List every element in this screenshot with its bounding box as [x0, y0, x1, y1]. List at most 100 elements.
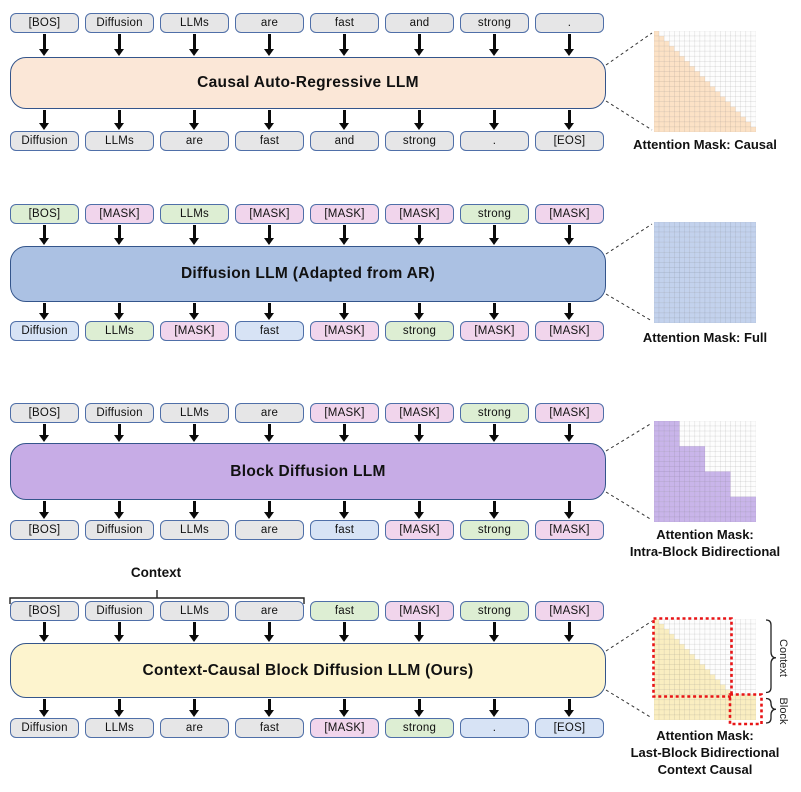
flow-arrow-icon: [39, 303, 50, 320]
arrow-shaft: [193, 225, 196, 239]
box-to-mask-connector: [605, 491, 653, 521]
arrow-head: [414, 49, 424, 56]
arrow-shaft: [493, 424, 496, 436]
output-token: [MASK]: [535, 321, 604, 341]
output-token: are: [235, 520, 304, 540]
arrow-head: [39, 49, 49, 56]
model-box-causal-ar: Causal Auto-Regressive LLM: [10, 57, 606, 109]
flow-arrow-icon: [489, 110, 500, 130]
flow-arrow-icon: [339, 110, 350, 130]
arrow-shaft: [343, 424, 346, 436]
arrow-head: [489, 512, 499, 519]
mask-caption: Attention Mask: Causal: [595, 136, 801, 153]
output-token: LLMs: [85, 131, 154, 151]
input-token: fast: [310, 13, 379, 33]
model-box-diffusion-llm: Diffusion LLM (Adapted from AR): [10, 246, 606, 302]
arrow-head: [564, 710, 574, 717]
arrow-shaft: [193, 622, 196, 636]
arrow-head: [564, 435, 574, 442]
input-token: [MASK]: [385, 403, 454, 423]
flow-arrow-icon: [264, 622, 275, 642]
arrow-shaft: [43, 303, 46, 314]
input-token: [MASK]: [235, 204, 304, 224]
flow-arrow-icon: [264, 424, 275, 442]
flow-arrow-icon: [489, 225, 500, 245]
arrow-head: [189, 313, 199, 320]
flow-arrow-icon: [564, 622, 575, 642]
flow-arrow-icon: [189, 110, 200, 130]
arrow-shaft: [268, 110, 271, 124]
mask-caption-line: Attention Mask:: [656, 728, 754, 743]
output-token: [BOS]: [10, 520, 79, 540]
flow-arrow-icon: [189, 501, 200, 519]
output-token: Diffusion: [10, 718, 79, 738]
arrow-head: [339, 49, 349, 56]
flow-arrow-icon: [564, 110, 575, 130]
arrow-shaft: [418, 303, 421, 314]
arrow-head: [414, 635, 424, 642]
mask-caption-line: Attention Mask: Full: [642, 330, 768, 345]
input-token: strong: [460, 204, 529, 224]
arrow-shaft: [493, 699, 496, 711]
output-token: [MASK]: [310, 321, 379, 341]
arrow-shaft: [343, 110, 346, 124]
arrow-shaft: [118, 303, 121, 314]
output-token: fast: [235, 718, 304, 738]
input-token: [BOS]: [10, 601, 79, 621]
flow-arrow-icon: [189, 424, 200, 442]
arrow-shaft: [418, 501, 421, 513]
input-token: are: [235, 601, 304, 621]
mask-caption-line: Last-Block Bidirectional: [630, 745, 780, 760]
flow-arrow-icon: [39, 501, 50, 519]
mask-block-rows-label: Block: [777, 697, 789, 725]
arrow-head: [114, 435, 124, 442]
box-to-mask-connector: [605, 689, 653, 719]
input-token: LLMs: [160, 13, 229, 33]
arrow-shaft: [493, 110, 496, 124]
arrow-head: [339, 710, 349, 717]
flow-arrow-icon: [339, 225, 350, 245]
input-token: [MASK]: [535, 403, 604, 423]
input-token: [MASK]: [310, 403, 379, 423]
flow-arrow-icon: [189, 34, 200, 56]
arrow-shaft: [568, 622, 571, 636]
input-token: [BOS]: [10, 204, 79, 224]
arrow-shaft: [193, 501, 196, 513]
arrow-head: [39, 238, 49, 245]
model-label: Diffusion LLM (Adapted from AR): [180, 265, 436, 282]
output-token: [MASK]: [535, 520, 604, 540]
arrow-shaft: [43, 699, 46, 711]
arrow-head: [414, 435, 424, 442]
flow-arrow-icon: [489, 622, 500, 642]
arrow-head: [39, 313, 49, 320]
arrow-shaft: [118, 110, 121, 124]
flow-arrow-icon: [339, 303, 350, 320]
arrow-shaft: [43, 501, 46, 513]
input-token: and: [385, 13, 454, 33]
arrow-head: [414, 123, 424, 130]
arrow-head: [339, 238, 349, 245]
arrow-head: [339, 635, 349, 642]
flow-arrow-icon: [489, 34, 500, 56]
flow-arrow-icon: [489, 699, 500, 717]
output-token: and: [310, 131, 379, 151]
flow-arrow-icon: [414, 501, 425, 519]
flow-arrow-icon: [264, 225, 275, 245]
arrow-shaft: [118, 424, 121, 436]
arrow-shaft: [43, 424, 46, 436]
flow-arrow-icon: [414, 424, 425, 442]
arrow-shaft: [343, 225, 346, 239]
arrow-shaft: [343, 303, 346, 314]
flow-arrow-icon: [339, 424, 350, 442]
box-to-mask-connector: [605, 32, 653, 66]
arrow-shaft: [343, 501, 346, 513]
output-token: .: [460, 131, 529, 151]
mask-context-rows-label: Context: [777, 639, 789, 677]
flow-arrow-icon: [339, 34, 350, 56]
arrow-head: [264, 435, 274, 442]
mask-caption-line: Attention Mask:: [656, 527, 754, 542]
arrow-head: [414, 313, 424, 320]
arrow-shaft: [43, 225, 46, 239]
arrow-head: [189, 512, 199, 519]
arrow-head: [39, 435, 49, 442]
